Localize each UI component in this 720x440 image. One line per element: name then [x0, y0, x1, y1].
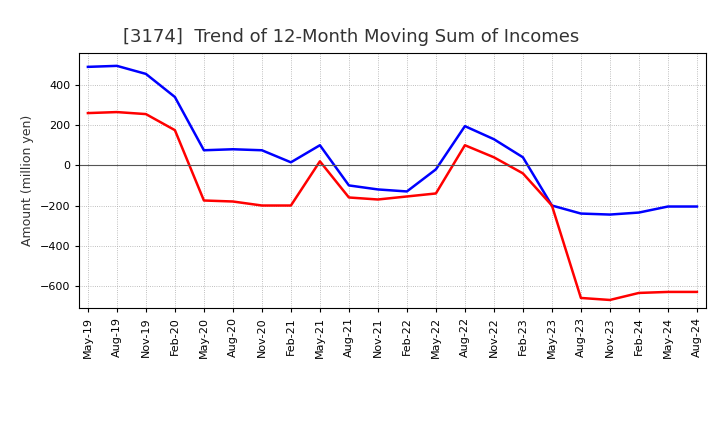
Net Income [461, 143, 469, 148]
Ordinary Income [199, 147, 208, 153]
Net Income [112, 110, 121, 115]
Line: Ordinary Income: Ordinary Income [88, 66, 697, 215]
Net Income [402, 194, 411, 199]
Ordinary Income [431, 167, 440, 172]
Ordinary Income [287, 160, 295, 165]
Net Income [345, 195, 354, 200]
Net Income [315, 159, 324, 164]
Net Income [228, 199, 237, 204]
Ordinary Income [577, 211, 585, 216]
Line: Net Income: Net Income [88, 112, 697, 300]
Net Income [548, 203, 557, 208]
Net Income [431, 191, 440, 196]
Net Income [490, 154, 498, 160]
Ordinary Income [518, 154, 527, 160]
Net Income [142, 111, 150, 117]
Ordinary Income [548, 203, 557, 208]
Ordinary Income [664, 204, 672, 209]
Net Income [577, 295, 585, 301]
Ordinary Income [374, 187, 382, 192]
Net Income [258, 203, 266, 208]
Ordinary Income [142, 71, 150, 77]
Ordinary Income [693, 204, 701, 209]
Net Income [171, 128, 179, 133]
Net Income [518, 171, 527, 176]
Ordinary Income [634, 210, 643, 215]
Net Income [664, 289, 672, 294]
Ordinary Income [606, 212, 614, 217]
Ordinary Income [461, 124, 469, 129]
Ordinary Income [84, 64, 92, 70]
Net Income [374, 197, 382, 202]
Ordinary Income [345, 183, 354, 188]
Ordinary Income [171, 94, 179, 99]
Y-axis label: Amount (million yen): Amount (million yen) [21, 115, 34, 246]
Net Income [693, 289, 701, 294]
Net Income [84, 110, 92, 116]
Text: [3174]  Trend of 12-Month Moving Sum of Incomes: [3174] Trend of 12-Month Moving Sum of I… [123, 28, 580, 46]
Ordinary Income [258, 147, 266, 153]
Net Income [199, 198, 208, 203]
Net Income [634, 290, 643, 296]
Ordinary Income [490, 136, 498, 142]
Ordinary Income [228, 147, 237, 152]
Net Income [606, 297, 614, 303]
Ordinary Income [315, 143, 324, 148]
Ordinary Income [402, 189, 411, 194]
Ordinary Income [112, 63, 121, 69]
Net Income [287, 203, 295, 208]
